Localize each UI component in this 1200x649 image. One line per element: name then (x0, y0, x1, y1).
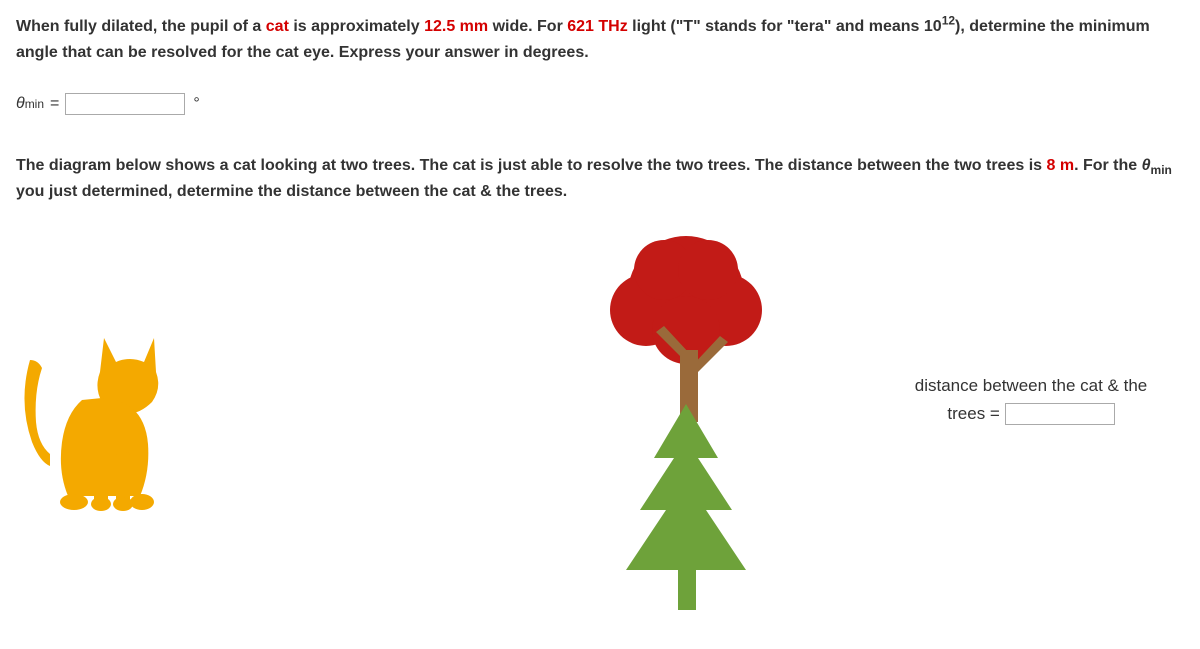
p1-seg1: When fully dilated, the pupil of a (16, 18, 266, 35)
p2-dist: 8 m (1046, 157, 1074, 174)
p1-cat: cat (266, 18, 289, 35)
theta-symbol: θ (16, 95, 25, 113)
theta-unit: ° (193, 95, 199, 113)
dist-text1: distance between the cat & the (915, 376, 1148, 395)
distance-input[interactable] (1005, 403, 1115, 425)
pine-tree-icon (614, 402, 759, 612)
p1-freq: 621 THz (567, 18, 627, 35)
p2-seg1: The diagram below shows a cat looking at… (16, 157, 1046, 174)
distance-label: distance between the cat & the trees = (871, 372, 1191, 426)
p2-seg2: . For the (1074, 157, 1142, 174)
p2-seg3: you just determined, determine the dista… (16, 183, 567, 200)
p1-seg4: light ("T" stands for "tera" and means 1… (628, 18, 942, 35)
paragraph-2: The diagram below shows a cat looking at… (16, 153, 1184, 204)
dist-text2: trees = (947, 404, 999, 423)
theta-min-row: θmin = ° (16, 93, 1184, 115)
p2-theta: θ (1142, 157, 1151, 174)
diagram-area: distance between the cat & the trees = (16, 222, 1184, 602)
deciduous-tree-icon (586, 222, 786, 432)
cat-icon (22, 332, 172, 512)
p1-width: 12.5 mm (424, 18, 488, 35)
theta-min-input[interactable] (65, 93, 185, 115)
p1-exp: 12 (942, 14, 955, 28)
p2-sub: min (1151, 163, 1172, 177)
paragraph-1: When fully dilated, the pupil of a cat i… (16, 14, 1184, 65)
p1-seg2: is approximately (289, 18, 424, 35)
p1-seg3: wide. For (488, 18, 567, 35)
theta-eq: = (50, 95, 59, 113)
